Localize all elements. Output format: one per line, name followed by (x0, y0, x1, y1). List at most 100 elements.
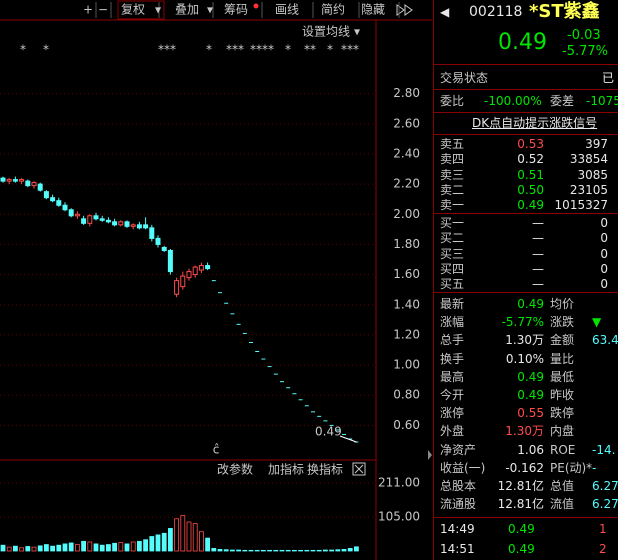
stat-value: 1.30万 (505, 333, 544, 348)
y-tick-label: 1.20 (393, 327, 420, 341)
volume-bar (186, 521, 192, 552)
panel-grip[interactable] (428, 450, 432, 460)
volume-bar (112, 542, 117, 552)
volume-bar (25, 546, 31, 552)
volume-bar (347, 548, 353, 552)
volume-bar (229, 549, 235, 552)
candle-body (37, 183, 43, 191)
candle-body (12, 179, 18, 182)
toolbar-button[interactable]: 简约 (321, 2, 345, 17)
book-volume: 0 (600, 246, 608, 261)
ratio-value: -100.00% (484, 94, 542, 108)
volume-bar (0, 544, 6, 552)
stat-label: 均价 (550, 297, 575, 311)
badge-dot (253, 3, 259, 9)
volume-bar (124, 543, 130, 552)
candle-body (174, 280, 180, 295)
volume-bar (81, 540, 86, 552)
tick-price: 0.49 (508, 522, 535, 536)
close-icon (354, 464, 364, 474)
candle-body (136, 224, 142, 229)
divider (434, 64, 618, 65)
y-tick-label: 1.60 (393, 267, 420, 281)
candle-body (31, 182, 37, 187)
divider (434, 292, 618, 293)
volume-bar (130, 541, 136, 552)
stat-label: 收益(一) (440, 460, 486, 475)
y-tick-label: 2.40 (393, 146, 420, 160)
volume-bar (155, 534, 161, 552)
book-volume: 0 (600, 231, 608, 246)
volume-bar (50, 545, 55, 552)
stat-value: 0.10% (505, 351, 544, 366)
book-price: 0.50 (517, 182, 544, 197)
volume-bar (298, 549, 304, 552)
stat-value: ▼ (592, 315, 602, 330)
book-volume: 3085 (577, 167, 608, 182)
volume-bar (180, 515, 186, 552)
volume-bar (329, 549, 335, 552)
toolbar-button[interactable]: 筹码 (224, 3, 248, 17)
book-price: — (532, 277, 544, 292)
y-tick-label: 1.40 (393, 297, 420, 311)
change-pct: -5.77% (562, 44, 608, 59)
indicator-button[interactable]: 加指标 (268, 462, 304, 477)
stat-label: 流通股 (440, 497, 477, 512)
candle-body (205, 265, 211, 270)
stat-value: 0.49 (517, 297, 544, 311)
event-marker: **** (250, 43, 274, 57)
volume-bar (248, 549, 254, 552)
volume-bar (260, 549, 266, 552)
close-indicator[interactable] (352, 462, 366, 476)
y-tick-label: 0.80 (393, 388, 420, 402)
tick-volume: 2 (599, 542, 607, 556)
event-mark[interactable]: ĉ (213, 443, 220, 457)
stat-label: ROE (550, 442, 576, 457)
ma-setting[interactable]: 设置均线 (302, 25, 350, 39)
book-label: 卖五 (440, 137, 465, 151)
ratio-label: 委比 (440, 94, 465, 108)
volume-bar (291, 549, 297, 552)
toolbar-button[interactable]: 叠加 (175, 3, 199, 17)
stat-label: 总股本 (440, 479, 477, 493)
status-label: 交易状态 (440, 71, 489, 85)
book-price: — (532, 246, 544, 261)
expand-icon[interactable] (396, 4, 413, 16)
stat-label: 净资产 (440, 442, 477, 457)
stat-label: 最低 (550, 369, 575, 384)
volume-bar (304, 549, 310, 552)
candle-body (161, 246, 167, 251)
book-volume: 1015327 (554, 198, 608, 213)
toolbar-button[interactable]: + (83, 3, 93, 17)
volume-bar (99, 544, 105, 552)
candle-body (105, 219, 111, 223)
stat-label: 最新 (440, 297, 465, 311)
indicator-button[interactable]: 换指标 (307, 462, 343, 477)
toolbar-button[interactable]: − (98, 3, 108, 17)
toolbar-button[interactable]: 隐藏 (361, 3, 385, 17)
stat-label: 外盘 (440, 424, 465, 439)
tick-volume: 1 (599, 522, 607, 536)
stat-label: 量比 (550, 351, 575, 366)
tick-time: 14:51 (440, 542, 475, 556)
volume-bar (44, 544, 49, 552)
event-marker: *** (341, 43, 359, 57)
y-tick-label: 105.00 (378, 510, 420, 524)
candle-body (112, 221, 118, 226)
indicator-button[interactable]: 改参数 (217, 462, 253, 477)
candle-body (130, 224, 136, 227)
event-marker: ** (304, 43, 316, 57)
volume-bar (87, 541, 93, 552)
volume-bar (254, 549, 260, 552)
book-price: 0.52 (517, 152, 544, 167)
toolbar-button[interactable]: 画线 (275, 3, 299, 17)
signal-link[interactable]: DK点自动提示涨跌信号 (472, 116, 598, 130)
candle-body (155, 237, 161, 245)
toolbar-button[interactable]: 复权 (121, 3, 145, 17)
candle-body (25, 180, 31, 187)
book-price: 0.49 (517, 198, 544, 213)
candle-body (50, 197, 56, 202)
stat-label: 金额 (550, 333, 575, 348)
volume-bar (56, 544, 62, 552)
